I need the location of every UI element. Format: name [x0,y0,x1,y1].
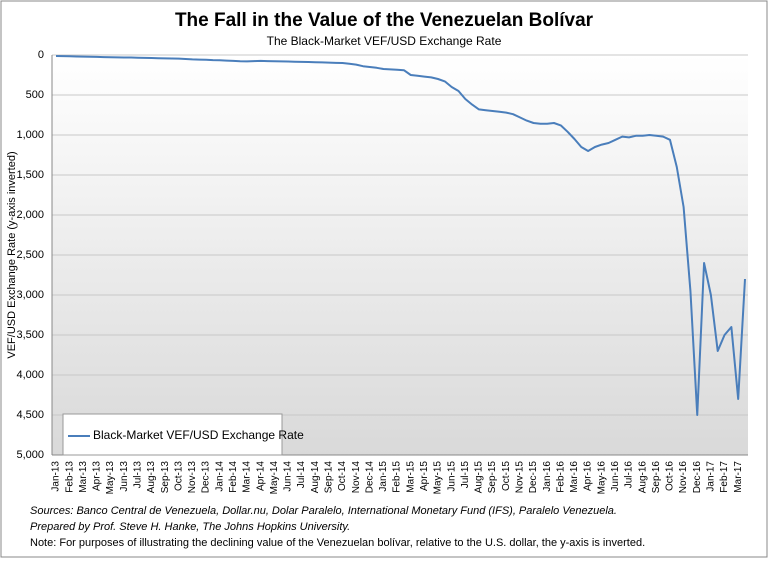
x-tick-label: Aug-14 [310,461,321,494]
x-tick-label: Oct-13 [173,461,184,491]
x-tick-label: Aug-15 [474,461,485,494]
x-tick-label: Mar-13 [78,461,89,493]
sources: Sources: Banco Central de Venezuela, Dol… [30,505,617,517]
x-tick-label: Jun-14 [283,461,294,492]
y-tick-label: 1,000 [16,129,44,141]
x-tick-label: Sep-16 [651,461,662,494]
x-tick-label: Oct-16 [665,461,676,491]
x-tick-label: Nov-15 [515,461,526,494]
x-tick-label: Jan-13 [51,461,62,492]
x-tick-label: Jan-14 [214,461,225,492]
y-tick-label: 5,000 [16,449,44,461]
x-tick-label: Mar-17 [733,461,744,493]
y-tick-label: 2,000 [16,209,44,221]
y-tick-label: 500 [26,89,44,101]
x-tick-label: Jan-16 [542,461,553,492]
x-tick-label: Apr-15 [419,461,430,491]
note: Note: For purposes of illustrating the d… [30,537,645,549]
x-tick-label: Oct-15 [501,461,512,491]
legend-label: Black-Market VEF/USD Exchange Rate [93,428,304,442]
y-tick-label: 0 [38,49,44,61]
x-tick-label: Jul-16 [624,461,635,489]
y-tick-label: 1,500 [16,169,44,181]
x-tick-label: Feb-13 [64,461,75,493]
x-tick-label: Jan-17 [706,461,717,492]
x-tick-label: Jul-14 [296,461,307,489]
x-tick-label: Apr-13 [92,461,103,491]
chart-title: The Fall in the Value of the Venezuelan … [175,10,594,31]
x-tick-label: Dec-14 [364,461,375,494]
x-tick-label: Apr-16 [583,461,594,491]
x-tick-label: Nov-13 [187,461,198,494]
x-tick-label: Feb-16 [555,461,566,493]
x-tick-label: Dec-13 [201,461,212,494]
x-tick-label: Sep-13 [160,461,171,494]
x-tick-label: Dec-16 [692,461,703,494]
x-tick-label: May-14 [269,461,280,495]
x-tick-label: Feb-15 [392,461,403,493]
x-tick-label: Jul-15 [460,461,471,489]
x-tick-label: Mar-15 [405,461,416,493]
x-tick-label: Jul-13 [133,461,144,489]
legend-box [62,413,283,456]
prepared-by: Prepared by Prof. Steve H. Hanke, The Jo… [30,521,350,533]
x-tick-label: Feb-14 [228,461,239,493]
x-tick-label: Mar-16 [569,461,580,493]
x-tick-label: Aug-13 [146,461,157,494]
x-tick-label: May-15 [433,461,444,495]
y-tick-label: 2,500 [16,249,44,261]
x-tick-label: Sep-15 [487,461,498,494]
x-tick-label: Mar-14 [242,461,253,493]
x-tick-label: Jan-15 [378,461,389,492]
line-series [55,54,746,416]
y-tick-label: 4,000 [16,369,44,381]
x-tick-label: Sep-14 [324,461,335,494]
y-tick-label: 4,500 [16,409,44,421]
x-tick-label: Jun-16 [610,461,621,492]
x-tick-label: Feb-17 [719,461,730,493]
x-tick-label: May-16 [596,461,607,495]
chart-subtitle: The Black-Market VEF/USD Exchange Rate [267,34,502,48]
y-tick-label: 3,000 [16,289,44,301]
y-axis-label: VEF/USD Exchange Rate (y-axis inverted) [6,151,18,358]
x-tick-label: May-13 [105,461,116,495]
x-tick-label: Nov-14 [351,461,362,494]
x-tick-label: Apr-14 [255,461,266,491]
x-tick-label: Aug-16 [637,461,648,494]
y-tick-label: 3,500 [16,329,44,341]
x-tick-label: Nov-16 [678,461,689,494]
x-tick-label: Jun-13 [119,461,130,492]
x-tick-label: Dec-15 [528,461,539,494]
x-tick-label: Oct-14 [337,461,348,491]
x-tick-label: Jun-15 [446,461,457,492]
